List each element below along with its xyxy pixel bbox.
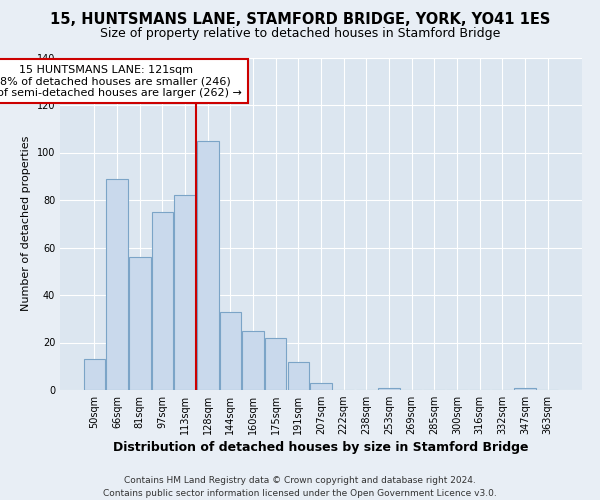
Bar bbox=[514, 388, 536, 390]
Bar bbox=[310, 383, 332, 390]
Bar bbox=[197, 140, 218, 390]
Text: 15 HUNTSMANS LANE: 121sqm
← 48% of detached houses are smaller (246)
51% of semi: 15 HUNTSMANS LANE: 121sqm ← 48% of detac… bbox=[0, 64, 242, 98]
Bar bbox=[129, 257, 151, 390]
X-axis label: Distribution of detached houses by size in Stamford Bridge: Distribution of detached houses by size … bbox=[113, 442, 529, 454]
Text: Size of property relative to detached houses in Stamford Bridge: Size of property relative to detached ho… bbox=[100, 28, 500, 40]
Bar bbox=[84, 359, 105, 390]
Bar bbox=[175, 195, 196, 390]
Y-axis label: Number of detached properties: Number of detached properties bbox=[21, 136, 31, 312]
Bar bbox=[106, 178, 128, 390]
Bar bbox=[220, 312, 241, 390]
Bar bbox=[287, 362, 309, 390]
Text: 15, HUNTSMANS LANE, STAMFORD BRIDGE, YORK, YO41 1ES: 15, HUNTSMANS LANE, STAMFORD BRIDGE, YOR… bbox=[50, 12, 550, 28]
Bar bbox=[242, 330, 264, 390]
Bar bbox=[378, 388, 400, 390]
Bar bbox=[152, 212, 173, 390]
Text: Contains HM Land Registry data © Crown copyright and database right 2024.
Contai: Contains HM Land Registry data © Crown c… bbox=[103, 476, 497, 498]
Bar bbox=[265, 338, 286, 390]
